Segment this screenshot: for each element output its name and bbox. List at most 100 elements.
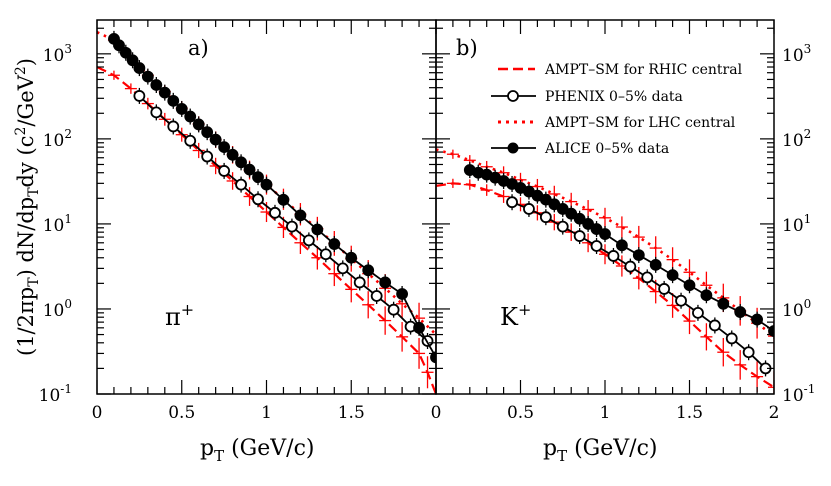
alice-data-point xyxy=(582,218,594,230)
alice-data-point xyxy=(126,54,139,67)
phenix-data-point xyxy=(201,150,214,163)
alice-data-point xyxy=(192,118,205,131)
phenix-data-point xyxy=(218,165,231,177)
x-tick-label: 2 xyxy=(769,403,780,423)
particle-label-pi: π+ xyxy=(165,300,194,331)
y-axis-right-labels: 10-1 100 101 102 103 xyxy=(782,42,815,406)
alice-data-point xyxy=(768,325,774,337)
alice-data-point xyxy=(184,110,197,123)
x-tick-label: 0 xyxy=(431,403,442,423)
alice-data-point xyxy=(150,79,163,91)
phenix-data-point xyxy=(150,106,163,119)
x-tick-label: 1 xyxy=(600,403,611,423)
phenix-data-point xyxy=(573,230,586,242)
alice-data-point xyxy=(133,62,146,74)
phenix-data-point xyxy=(708,319,721,332)
phenix-data-point xyxy=(353,276,366,289)
phenix-data-point xyxy=(658,283,671,295)
particle-label-k: K+ xyxy=(500,300,531,331)
phenix-data-point xyxy=(133,90,146,102)
alice-data-point xyxy=(328,238,341,250)
alice-data-point xyxy=(573,212,586,225)
phenix-data-point xyxy=(286,220,298,233)
legend-phenix-open-circle xyxy=(507,90,519,102)
alice-data-point xyxy=(113,39,125,52)
x-tick-label: 1.5 xyxy=(676,403,703,423)
alice-data-point xyxy=(235,156,247,169)
alice-data-point xyxy=(565,207,578,220)
alice-data-point xyxy=(700,289,713,302)
alice-data-point xyxy=(167,94,180,107)
alice-data-point xyxy=(413,321,425,334)
alice-data-point xyxy=(751,313,763,326)
alice-data-point xyxy=(277,193,290,206)
phenix-data-point xyxy=(725,332,738,345)
phenix-data-point xyxy=(252,193,264,206)
phenix-data-point xyxy=(742,346,755,359)
panel-a: a) π+ xyxy=(96,19,437,395)
alice-data-point xyxy=(590,223,603,235)
phenix-data-point xyxy=(269,206,281,219)
y-axis-left-labels: 10-1 100 101 102 103 xyxy=(39,42,72,406)
x-axis-title-b: pT (GeV/c) xyxy=(543,436,657,465)
y-tick-label: 10-1 xyxy=(782,382,815,406)
y-tick-label: 102 xyxy=(782,127,811,151)
legend-label-lhc: AMPT–SM for LHC central xyxy=(544,115,736,131)
y-tick-label: 102 xyxy=(43,127,72,151)
phenix-data-point xyxy=(370,290,383,302)
x-axis-title-a: pT (GeV/c) xyxy=(200,436,314,465)
alice-data-point xyxy=(649,258,662,271)
legend-label-alice: ALICE 0–5% data xyxy=(544,141,669,157)
y-tick-label: 103 xyxy=(782,42,811,66)
alice-data-point xyxy=(345,251,358,264)
alice-fit-line xyxy=(113,38,436,358)
alice-data-point xyxy=(260,178,273,191)
alice-data-point xyxy=(311,223,324,236)
x-tick-label: 0.5 xyxy=(168,403,195,423)
x-tick-label: 0.5 xyxy=(507,403,534,423)
y-tick-label: 101 xyxy=(782,212,811,236)
alice-data-point xyxy=(141,70,154,83)
phenix-data-point xyxy=(624,260,637,273)
phenix-data-point xyxy=(167,120,180,133)
y-tick-label: 101 xyxy=(43,212,72,236)
alice-data-point xyxy=(226,148,239,161)
alice-data-point xyxy=(616,239,628,252)
alice-data-point xyxy=(396,288,409,300)
x-axis-tick-labels: 0 0.5 1 1.5 0 0.5 1 1.5 2 xyxy=(92,403,780,423)
alice-data-point xyxy=(294,209,307,222)
phenix-data-point xyxy=(387,303,400,316)
phenix-data-point xyxy=(607,250,620,262)
alice-data-point xyxy=(158,86,171,99)
phenix-data-point xyxy=(692,306,704,319)
phenix-data-point xyxy=(302,234,315,247)
legend-alice-filled-circle xyxy=(507,142,519,154)
alice-data-point xyxy=(175,103,188,115)
y-tick-label: 10-1 xyxy=(39,382,72,406)
alice-data-point xyxy=(218,141,231,154)
phenix-data-point xyxy=(523,203,535,215)
panel-b-label: b) xyxy=(456,36,478,60)
alice-data-point xyxy=(119,46,132,59)
alice-data-point xyxy=(243,163,256,176)
y-tick-label: 103 xyxy=(43,42,72,66)
legend-label-phenix: PHENIX 0–5% data xyxy=(545,89,683,105)
y-axis-title: (1/2πpT) dN/dpTdy (c2/GeV2) xyxy=(13,58,42,356)
alice-data-point xyxy=(666,269,679,282)
phenix-data-point xyxy=(641,271,654,284)
y-tick-label: 100 xyxy=(782,297,811,321)
alice-data-point xyxy=(252,171,264,184)
alice-data-point xyxy=(734,306,747,318)
phenix-fit-line xyxy=(511,201,767,370)
model-curve-rhic xyxy=(97,66,436,394)
panel-b: b) K+ xyxy=(435,19,775,395)
alice-data-point xyxy=(683,279,696,292)
alice-data-point xyxy=(379,276,392,289)
x-tick-label: 1.5 xyxy=(338,403,365,423)
x-tick-label: 1 xyxy=(261,403,272,423)
phenix-data-point xyxy=(539,211,552,224)
phenix-data-point xyxy=(590,240,603,252)
phenix-data-point xyxy=(336,262,349,275)
legend-label-rhic: AMPT–SM for RHIC central xyxy=(544,62,743,78)
alice-data-point xyxy=(599,228,611,240)
